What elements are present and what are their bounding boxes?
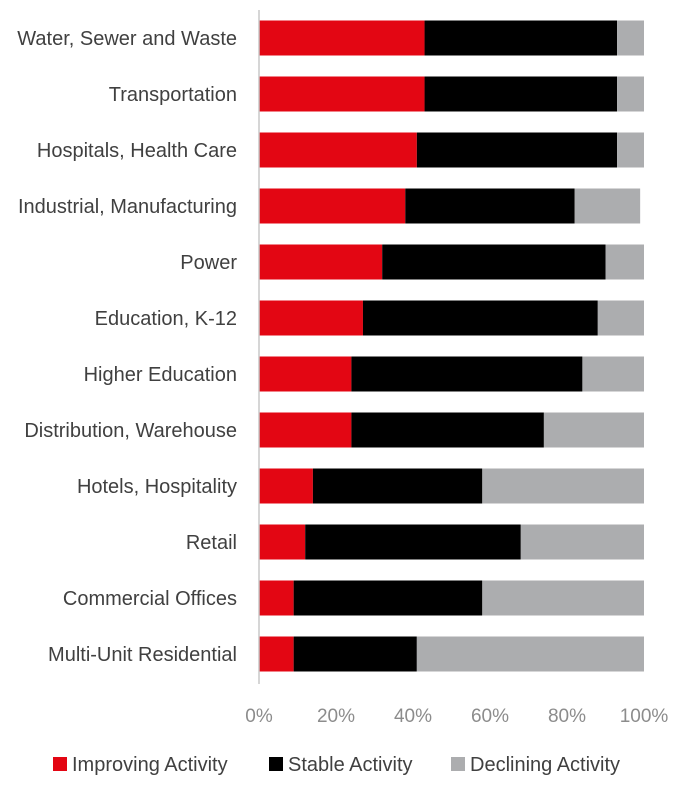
legend-label: Improving Activity xyxy=(72,754,228,776)
bar-improving-7 xyxy=(259,412,352,448)
bar-declining-8 xyxy=(482,468,644,504)
category-label: Transportation xyxy=(109,84,237,106)
legend-label: Declining Activity xyxy=(470,754,620,776)
category-label: Power xyxy=(180,252,237,274)
x-tick-label: 100% xyxy=(620,706,669,727)
bar-declining-0 xyxy=(617,20,644,56)
bar-improving-11 xyxy=(259,636,294,672)
category-label: Multi-Unit Residential xyxy=(48,644,237,666)
bar-declining-1 xyxy=(617,76,644,112)
bar-improving-9 xyxy=(259,524,306,560)
x-tick-label: 60% xyxy=(471,706,509,727)
bar-improving-0 xyxy=(259,20,425,56)
bar-improving-8 xyxy=(259,468,313,504)
bar-declining-2 xyxy=(617,132,644,168)
legend-label: Stable Activity xyxy=(288,754,413,776)
bar-improving-2 xyxy=(259,132,417,168)
bar-stable-11 xyxy=(293,636,417,672)
legend-swatch xyxy=(269,757,283,771)
bar-stable-4 xyxy=(382,244,606,280)
category-label: Industrial, Manufacturing xyxy=(18,196,237,218)
bar-declining-11 xyxy=(416,636,644,672)
bar-declining-7 xyxy=(543,412,644,448)
legend: Improving Activity Stable Activity Declini… xyxy=(53,754,620,776)
bar-stable-2 xyxy=(416,132,618,168)
x-tick-label: 40% xyxy=(394,706,432,727)
category-label: Retail xyxy=(186,532,237,554)
bar-stable-3 xyxy=(405,188,575,224)
bar-improving-3 xyxy=(259,188,406,224)
x-tick-labels: 0% 20% 40% 60% 80% 100% xyxy=(245,706,668,727)
category-label: Water, Sewer and Waste xyxy=(17,28,237,50)
bar-stable-5 xyxy=(362,300,598,336)
legend-swatch xyxy=(451,757,465,771)
legend-swatch xyxy=(53,757,67,771)
bar-improving-4 xyxy=(259,244,383,280)
bar-declining-6 xyxy=(582,356,644,392)
bar-improving-1 xyxy=(259,76,425,112)
bar-declining-3 xyxy=(574,188,641,224)
bar-improving-5 xyxy=(259,300,363,336)
x-tick-label: 0% xyxy=(245,706,273,727)
bar-improving-6 xyxy=(259,356,352,392)
x-tick-label: 80% xyxy=(548,706,586,727)
category-label: Commercial Offices xyxy=(63,588,237,610)
bar-declining-4 xyxy=(605,244,644,280)
bar-stable-6 xyxy=(351,356,583,392)
bar-declining-5 xyxy=(597,300,644,336)
bar-improving-10 xyxy=(259,580,294,616)
x-tick-label: 20% xyxy=(317,706,355,727)
bar-stable-1 xyxy=(424,76,618,112)
bar-stable-9 xyxy=(305,524,521,560)
bar-stable-8 xyxy=(312,468,483,504)
category-label: Hotels, Hospitality xyxy=(77,476,237,498)
bar-stable-10 xyxy=(293,580,483,616)
category-labels: Water, Sewer and Waste Transportation Hosp… xyxy=(17,28,237,666)
category-label: Distribution, Warehouse xyxy=(24,420,237,442)
category-label: Higher Education xyxy=(84,364,237,386)
category-label: Hospitals, Health Care xyxy=(37,140,237,162)
bar-stable-0 xyxy=(424,20,618,56)
bar-declining-9 xyxy=(520,524,644,560)
bar-declining-10 xyxy=(482,580,644,616)
bar-stable-7 xyxy=(351,412,544,448)
category-label: Education, K-12 xyxy=(95,308,237,330)
bars-group xyxy=(259,20,644,672)
